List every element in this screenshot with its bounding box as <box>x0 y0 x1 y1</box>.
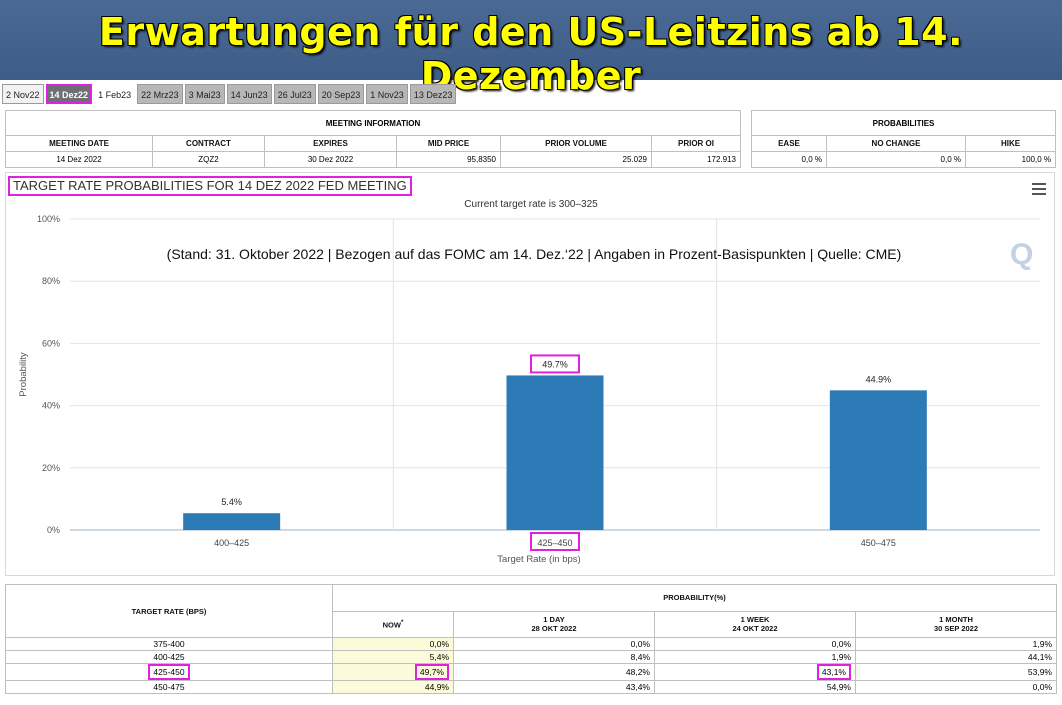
chart-subtitle: Current target rate is 300–325 <box>464 199 598 210</box>
header-1-day: 1 DAY 28 OKT 2022 <box>453 610 655 638</box>
month-cell: 44,1% <box>855 650 1057 664</box>
mid-price-value: 95,8350 <box>396 151 501 168</box>
banner-title: Erwartungen für den US-Leitzins ab 14. D… <box>98 10 964 98</box>
bar <box>506 375 604 530</box>
tab-14-jun23[interactable]: 14 Jun23 <box>226 84 272 104</box>
month-cell: 53,9% <box>855 663 1057 681</box>
now-cell: 0,0% <box>332 637 454 651</box>
data-label: 5.4% <box>221 497 242 507</box>
tab-3-mai23[interactable]: 3 Mai23 <box>184 84 225 104</box>
header-1-month: 1 MONTH 30 SEP 2022 <box>855 610 1057 638</box>
header-now: NOW* <box>332 610 454 638</box>
tab-13-dez23[interactable]: 13 Dez23 <box>409 84 457 104</box>
y-tick-label: 20% <box>42 463 60 473</box>
now-cell: 5,4% <box>332 650 454 664</box>
week-cell: 43,1% <box>654 663 856 681</box>
now-highlight: 49,7% <box>414 664 449 680</box>
tab-20-sep23[interactable]: 20 Sep23 <box>317 84 365 104</box>
hamburger-menu-icon[interactable] <box>1032 183 1046 195</box>
y-tick-label: 80% <box>42 276 60 286</box>
prior-oi-value: 172.913 <box>651 151 741 168</box>
header-target-rate: TARGET RATE (BPS) <box>5 584 333 638</box>
table-row: 450-475 44,9% 43,4% 54,9% 0,0% <box>5 680 1057 694</box>
y-tick-label: 40% <box>42 401 60 411</box>
tab-2-nov22[interactable]: 2 Nov22 <box>2 84 44 104</box>
now-cell: 44,9% <box>332 680 454 694</box>
x-tick-label: 450–475 <box>861 538 896 548</box>
bar <box>183 513 281 530</box>
meeting-date-value: 14 Dez 2022 <box>5 151 153 168</box>
chart-panel <box>5 172 1055 576</box>
y-tick-label: 100% <box>37 214 60 224</box>
banner: Erwartungen für den US-Leitzins ab 14. D… <box>0 0 1062 98</box>
y-tick-label: 0% <box>47 525 60 535</box>
data-label: 44.9% <box>866 374 892 384</box>
week-cell: 54,9% <box>654 680 856 694</box>
meeting-information-title: MEETING INFORMATION <box>5 110 741 136</box>
rate-cell: 375-400 <box>5 637 333 651</box>
tab-26-jul23[interactable]: 26 Jul23 <box>273 84 316 104</box>
x-tick-label: 400–425 <box>214 538 249 548</box>
now-cell: 49,7% <box>332 663 454 681</box>
contract-value: ZQZ2 <box>152 151 265 168</box>
month-cell: 1,9% <box>855 637 1057 651</box>
no-change-value: 0,0 % <box>826 151 966 168</box>
table-row: 425-450 49,7% 48,2% 43,1% 53,9% <box>5 663 1057 681</box>
week-cell: 0,0% <box>654 637 856 651</box>
x-tick-label: 425–450 <box>537 538 572 548</box>
y-tick-label: 60% <box>42 338 60 348</box>
y-axis-title: Probability <box>18 352 29 397</box>
tab-14-dez22[interactable]: 14 Dez22 <box>45 84 93 104</box>
day-cell: 8,4% <box>453 650 655 664</box>
probabilities-title: PROBABILITIES <box>751 110 1056 136</box>
rate-cell: 450-475 <box>5 680 333 694</box>
month-cell: 0,0% <box>855 680 1057 694</box>
now-asterisk: * <box>400 619 404 626</box>
week-highlight: 43,1% <box>816 664 851 680</box>
header-probability: PROBABILITY(%) <box>332 584 1057 612</box>
x-axis-title: Target Rate (in bps) <box>497 554 580 565</box>
data-label-highlight <box>530 354 580 374</box>
x-tick-highlight <box>530 532 580 551</box>
rate-cell: 425-450 <box>5 663 333 681</box>
watermark-logo-icon: Q <box>1010 238 1034 271</box>
meeting-tabs: 2 Nov22 14 Dez22 1 Feb23 22 Mrz23 3 Mai2… <box>2 84 458 104</box>
tab-1-feb23[interactable]: 1 Feb23 <box>94 84 136 104</box>
header-1-week: 1 WEEK 24 OKT 2022 <box>654 610 856 638</box>
chart-annotation: (Stand: 31. Oktober 2022 | Bezogen auf d… <box>166 246 902 262</box>
expires-value: 30 Dez 2022 <box>264 151 397 168</box>
tab-1-nov23[interactable]: 1 Nov23 <box>366 84 408 104</box>
meeting-information-table: MEETING INFORMATION MEETING DATE CONTRAC… <box>5 110 741 168</box>
probabilities-table: PROBABILITIES EASE NO CHANGE HIKE 0,0 % … <box>751 110 1056 168</box>
bar <box>829 390 927 530</box>
probability-table: TARGET RATE (BPS) PROBABILITY(%) NOW* 1 … <box>5 584 1057 694</box>
week-cell: 1,9% <box>654 650 856 664</box>
day-cell: 43,4% <box>453 680 655 694</box>
rate-highlight: 425-450 <box>148 664 190 680</box>
day-cell: 0,0% <box>453 637 655 651</box>
data-label: 49.7% <box>542 359 568 369</box>
rate-cell: 400-425 <box>5 650 333 664</box>
table-row: 375-400 0,0% 0,0% 0,0% 1,9% <box>5 637 1057 651</box>
tab-22-mrz23[interactable]: 22 Mrz23 <box>137 84 183 104</box>
hike-value: 100,0 % <box>965 151 1056 168</box>
chart-title: TARGET RATE PROBABILITIES FOR 14 DEZ 202… <box>8 176 412 196</box>
day-cell: 48,2% <box>453 663 655 681</box>
table-row: 400-425 5,4% 8,4% 1,9% 44,1% <box>5 650 1057 664</box>
